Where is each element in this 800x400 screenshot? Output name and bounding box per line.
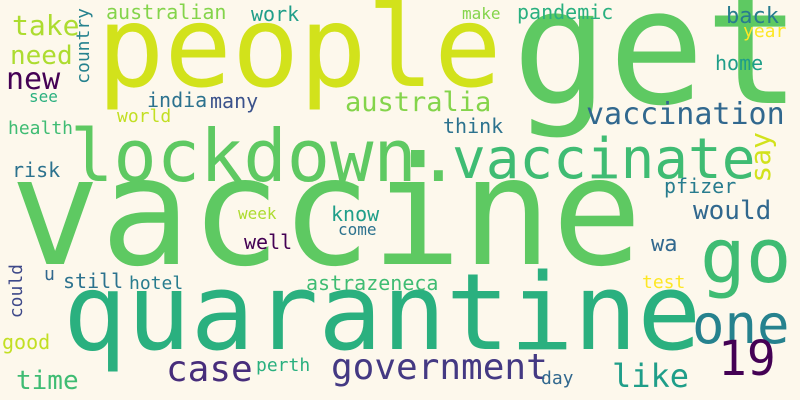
word-india: india	[147, 88, 208, 112]
word-country: country	[73, 8, 94, 84]
word-vaccination: vaccination	[586, 97, 785, 132]
word-could: could	[6, 264, 27, 319]
word-like: like	[612, 357, 690, 395]
word-perth: perth	[256, 355, 311, 376]
word-one: one	[692, 293, 790, 356]
word-good: good	[2, 330, 51, 354]
word-need: need	[10, 41, 73, 71]
word-take: take	[12, 9, 80, 42]
word-see: see	[29, 87, 58, 106]
word-home: home	[715, 51, 764, 75]
word-lockdown: lockdown.	[70, 114, 461, 198]
word-think: think	[443, 114, 504, 138]
word-government: government	[331, 347, 548, 388]
word-astrazeneca: astrazeneca	[306, 271, 439, 295]
word-back: back	[726, 4, 779, 29]
word-work: work	[251, 2, 300, 26]
word-get: get	[512, 0, 800, 141]
word-quarantine: quarantine	[63, 251, 702, 374]
word-australian: australian	[106, 0, 227, 24]
word-case: case	[166, 349, 253, 390]
word-new: new	[6, 62, 61, 97]
word-well: well	[244, 230, 293, 254]
word-u: u	[44, 264, 55, 285]
word-would: would	[693, 196, 772, 226]
word-day: day	[541, 368, 574, 389]
word-wa: wa	[651, 232, 678, 257]
word-hotel: hotel	[129, 273, 184, 294]
word-pandemic: pandemic	[517, 0, 614, 24]
word-know: know	[331, 202, 380, 226]
word-come: come	[338, 220, 377, 239]
word-make: make	[462, 4, 501, 23]
word-test: test	[642, 272, 686, 293]
word-week: week	[238, 204, 277, 223]
word-vaccine: vaccine	[10, 126, 643, 300]
word-world: world	[117, 106, 172, 127]
word-vaccinate: vaccinate	[452, 127, 756, 192]
word-year: year	[743, 21, 787, 42]
word-health: health	[8, 118, 74, 139]
word-time: time	[16, 366, 79, 396]
word-go: go	[700, 211, 792, 300]
word-19: 19	[718, 331, 776, 387]
word-people: people	[97, 0, 502, 113]
word-still: still	[63, 269, 124, 293]
word-say: say	[744, 132, 777, 183]
word-risk: risk	[12, 158, 61, 182]
word-australia: australia	[345, 87, 492, 118]
word-pfizer: pfizer	[664, 174, 737, 198]
word-many: many	[210, 89, 259, 113]
